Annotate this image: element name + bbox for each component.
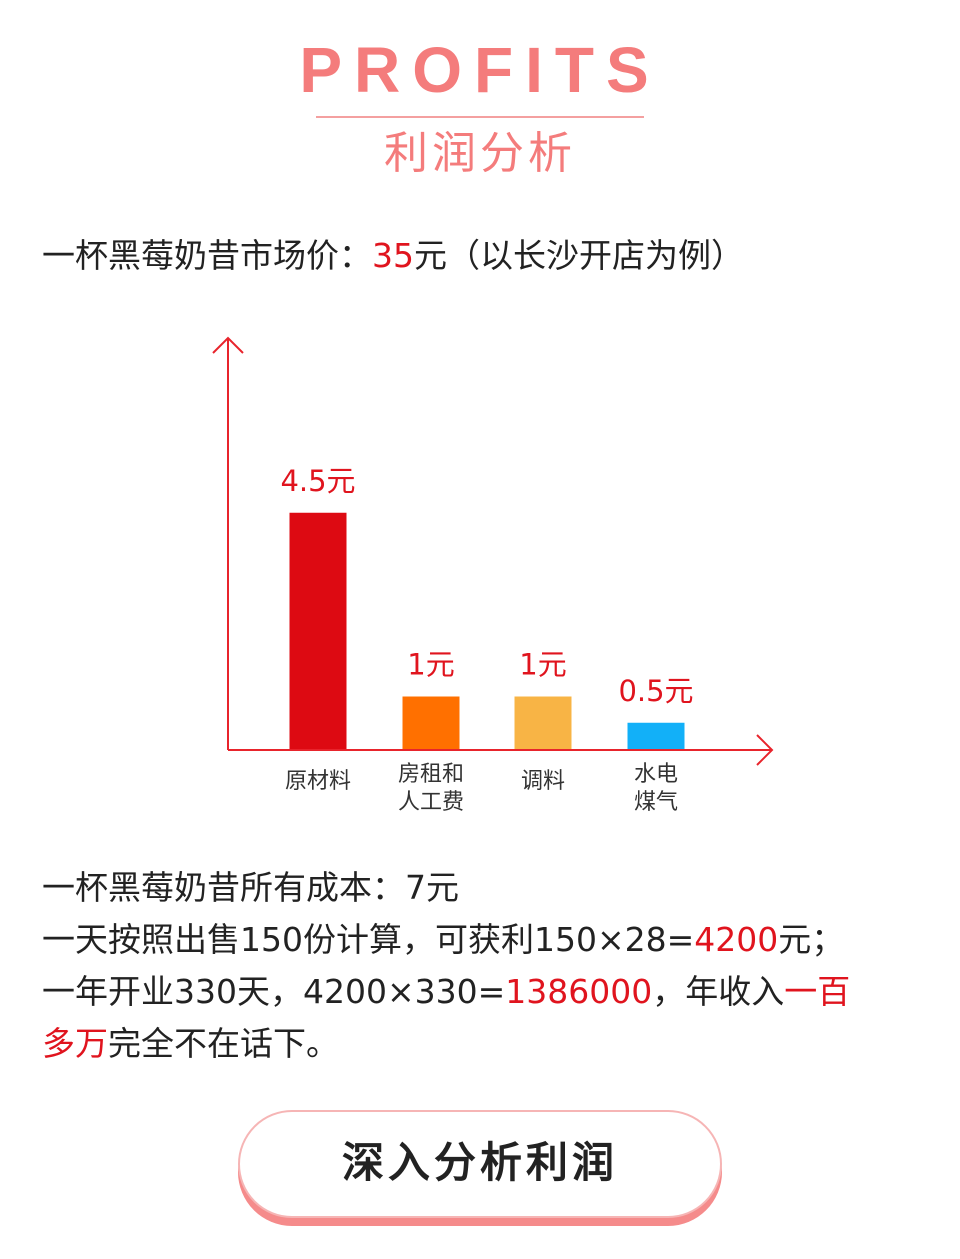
market-price-line: 一杯黑莓奶昔市场价：35元（以长沙开店为例）: [42, 230, 744, 282]
category-label-2-line-1: 房租和: [398, 762, 464, 787]
title-divider: [316, 116, 644, 118]
total-cost-line: 一杯黑莓奶昔所有成本：7元: [42, 868, 459, 907]
price-prefix: 一杯黑莓奶昔市场价：: [42, 236, 372, 275]
bar-1: [289, 512, 347, 749]
yearly-income-end: 完全不在话下。: [108, 1024, 339, 1063]
daily-profit-prefix: 一天按照出售150份计算，可获利150×28=: [42, 920, 695, 959]
x-axis-arrow: [756, 734, 774, 766]
yearly-income-mid: ，年收入: [652, 972, 785, 1011]
data-label-3: 1元: [519, 648, 566, 682]
yearly-income-prefix: 一年开业330天，4200×330=: [42, 972, 506, 1011]
title-english: PROFITS: [299, 34, 661, 106]
category-label-4-line-1: 水电: [634, 762, 678, 787]
data-label-2: 1元: [407, 648, 454, 682]
category-label-1: 原材料: [285, 769, 351, 794]
data-label-4: 0.5元: [618, 674, 693, 708]
yearly-income-line-2: 多万完全不在话下。: [42, 1018, 339, 1070]
category-label-4-line-2: 煤气: [634, 790, 678, 815]
yearly-income-value: 1386000: [505, 972, 653, 1011]
yearly-income-highlight-1: 一百: [784, 972, 851, 1011]
daily-profit-suffix: 元；: [778, 920, 845, 959]
title-chinese: 利润分析: [384, 128, 576, 179]
category-label-3: 调料: [521, 769, 565, 794]
daily-profit-line: 一天按照出售150份计算，可获利150×28=4200元；: [42, 914, 844, 966]
analyze-profit-button[interactable]: 深入分析利润: [238, 1110, 722, 1218]
bar-2: [402, 696, 460, 749]
price-value: 35: [372, 236, 414, 275]
bar-3: [514, 696, 572, 749]
price-suffix: 元（以长沙开店为例）: [414, 236, 744, 275]
daily-profit-value: 4200: [694, 920, 779, 959]
yearly-income-line: 一年开业330天，4200×330=1386000，年收入一百: [42, 966, 850, 1018]
y-axis-arrow: [212, 336, 244, 354]
category-label-2-line-2: 人工费: [398, 790, 464, 815]
data-label-1: 4.5元: [280, 464, 355, 498]
bar-4: [627, 722, 685, 749]
yearly-income-highlight-2: 多万: [42, 1024, 108, 1063]
